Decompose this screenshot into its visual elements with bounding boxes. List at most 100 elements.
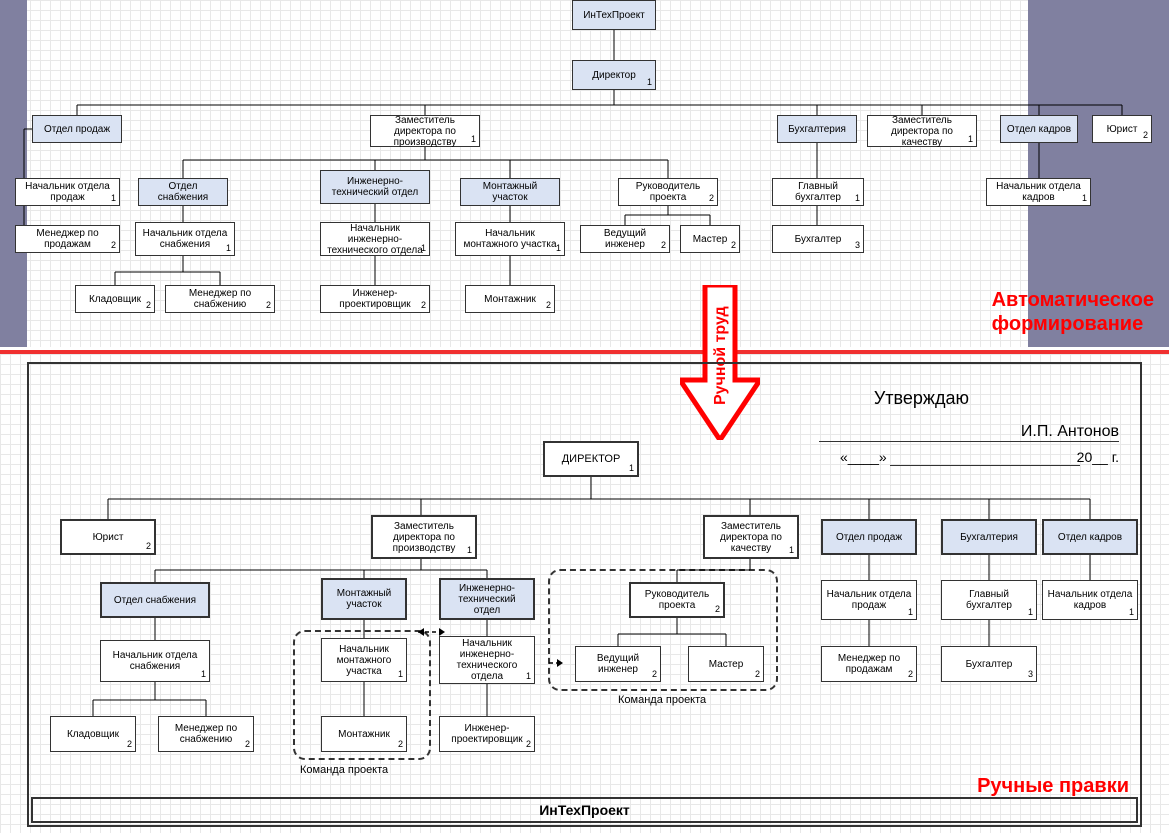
org-node-count: 2 <box>146 542 151 552</box>
label-date-l: «____» <box>840 449 887 465</box>
org-node: Менеджер по снабжению2 <box>158 716 254 752</box>
org-node: Отдел снабжения <box>138 178 228 206</box>
org-node: Ведущий инженер2 <box>575 646 661 682</box>
org-node: Главный бухгалтер1 <box>772 178 864 206</box>
label-date-r: 20__ г. <box>1077 449 1119 465</box>
org-node: Директор 1 <box>572 60 656 90</box>
org-node: Бухгалтер3 <box>941 646 1037 682</box>
org-node-label: Мастер <box>693 234 728 245</box>
org-node-label: Главный бухгалтер <box>777 181 859 203</box>
date-line <box>890 465 1080 466</box>
org-node: Начальник отдела продаж1 <box>821 580 917 620</box>
org-node: Бухгалтер3 <box>772 225 864 253</box>
org-node: Руководитель проекта2 <box>629 582 725 618</box>
org-node: Отдел снабжения <box>100 582 210 618</box>
org-node-label: Начальник отдела снабжения <box>105 650 205 672</box>
org-node-label: Отдел кадров <box>1007 124 1071 135</box>
org-node: Монтажный участок <box>321 578 407 620</box>
org-node-label: Юрист <box>1107 124 1138 135</box>
org-node-label: Начальник отдела продаж <box>20 181 115 203</box>
org-node-count: 3 <box>855 241 860 251</box>
org-node-label: Начальник монтажного участка <box>326 644 402 677</box>
org-node-label: Начальник инженерно-технического отдела <box>325 223 425 256</box>
org-node: Отдел продаж <box>821 519 917 555</box>
org-node-count: 2 <box>266 301 271 311</box>
org-node: Заместитель директора по качеству1 <box>703 515 799 559</box>
label-manual-edits: Ручные правки <box>977 775 1129 798</box>
org-node-label: Юрист <box>93 532 124 543</box>
org-node-label: Инженерно-технический отдел <box>325 176 425 198</box>
org-node-label: Менеджер по продажам <box>20 228 115 250</box>
org-node-label: ДИРЕКТОР <box>562 453 621 465</box>
org-node: Юрист2 <box>1092 115 1152 143</box>
org-node-label: Отдел продаж <box>44 124 110 135</box>
org-node-count: 1 <box>1082 194 1087 204</box>
org-node: Монтажный участок <box>460 178 560 206</box>
org-node-label: Бухгалтер <box>966 659 1013 670</box>
org-node-label: Заместитель директора по качеству <box>872 115 972 148</box>
org-node: Монтажник 2 <box>465 285 555 313</box>
org-node: Начальник отдела кадров1 <box>986 178 1091 206</box>
label-team-1: Команда проекта <box>300 764 388 776</box>
org-node: Начальник монтажного участка1 <box>321 638 407 682</box>
org-node-count: 1 <box>201 670 206 680</box>
org-node-count: 2 <box>526 740 531 750</box>
org-node: Менеджер по продажам2 <box>15 225 120 253</box>
org-node-label: Инженер-проектировщик <box>444 723 530 745</box>
org-node-label: Инженер-проектировщик <box>325 288 425 310</box>
org-node: Начальник инженерно-технического отдела1 <box>439 636 535 684</box>
org-node-count: 2 <box>908 670 913 680</box>
org-node-count: 2 <box>709 194 714 204</box>
org-node-count: 1 <box>398 670 403 680</box>
org-node-count: 2 <box>146 301 151 311</box>
org-node: Мастер2 <box>688 646 764 682</box>
org-node-count: 2 <box>127 740 132 750</box>
org-node-label: Заместитель директора по качеству <box>709 521 793 554</box>
org-node: Отдел кадров <box>1000 115 1078 143</box>
signature-line <box>819 441 1119 442</box>
org-node-count: 2 <box>421 301 426 311</box>
org-node: Кладовщик 2 <box>75 285 155 313</box>
org-node-label: Начальник инженерно-технического отдела <box>444 638 530 682</box>
org-node-count: 1 <box>556 244 561 254</box>
org-node-label: Отдел кадров <box>1058 532 1122 543</box>
org-node-count: 2 <box>731 241 736 251</box>
footer-box: ИнТехПроект <box>31 797 1138 823</box>
org-node: Менеджер по снабжению2 <box>165 285 275 313</box>
org-node-label: Отдел продаж <box>836 532 902 543</box>
org-node-count: 1 <box>789 546 794 556</box>
red-divider <box>0 350 1169 354</box>
org-node: Инженерно-технический отдел <box>320 170 430 204</box>
org-node-count: 2 <box>546 301 551 311</box>
org-node-label: Директор <box>592 70 636 81</box>
org-node-label: Менеджер по снабжению <box>163 723 249 745</box>
org-node: Отдел кадров <box>1042 519 1138 555</box>
org-node-label: Начальник отдела снабжения <box>140 228 230 250</box>
org-node: Инженерно-технический отдел <box>439 578 535 620</box>
org-node: Заместитель директора по производству1 <box>370 115 480 147</box>
org-node-label: Начальник отдела продаж <box>826 589 912 611</box>
org-node-count: 2 <box>715 605 720 615</box>
org-node-count: 1 <box>855 194 860 204</box>
org-node-label: ИнТехПроект <box>583 10 645 21</box>
label-approve: Утверждаю <box>874 388 969 409</box>
org-node: Мастер2 <box>680 225 740 253</box>
org-node: Начальник инженерно-технического отдела1 <box>320 222 430 256</box>
org-node-label: Главный бухгалтер <box>946 589 1032 611</box>
org-node-label: Монтажник <box>484 294 536 305</box>
org-node-count: 1 <box>111 194 116 204</box>
org-node: Заместитель директора по производству1 <box>371 515 477 559</box>
org-node-count: 1 <box>526 672 531 682</box>
org-node-count: 1 <box>471 135 476 145</box>
org-node-count: 1 <box>647 78 652 88</box>
org-node: Начальник отдела кадров1 <box>1042 580 1138 620</box>
org-node-label: Монтажник <box>338 729 390 740</box>
org-node-count: 2 <box>652 670 657 680</box>
canvas: ИнТехПроект Директор 1 Отдел продаж Заместит… <box>0 0 1169 833</box>
org-node-count: 1 <box>968 135 973 145</box>
org-node-label: Начальник отдела кадров <box>1047 589 1133 611</box>
org-node-label: Менеджер по продажам <box>826 653 912 675</box>
org-node-label: Ведущий инженер <box>585 228 665 250</box>
purple-band <box>0 0 27 347</box>
org-node-label: Кладовщик <box>89 294 141 305</box>
